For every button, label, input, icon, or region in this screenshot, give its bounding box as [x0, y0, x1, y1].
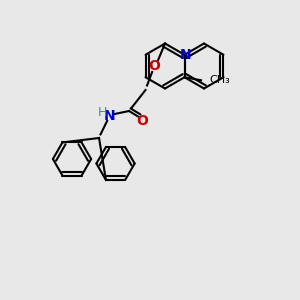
Text: N: N [104, 109, 115, 122]
Text: H: H [97, 106, 107, 119]
Text: CH₃: CH₃ [209, 75, 230, 85]
Text: N: N [180, 48, 192, 62]
Text: O: O [148, 59, 160, 73]
Text: O: O [136, 115, 148, 128]
